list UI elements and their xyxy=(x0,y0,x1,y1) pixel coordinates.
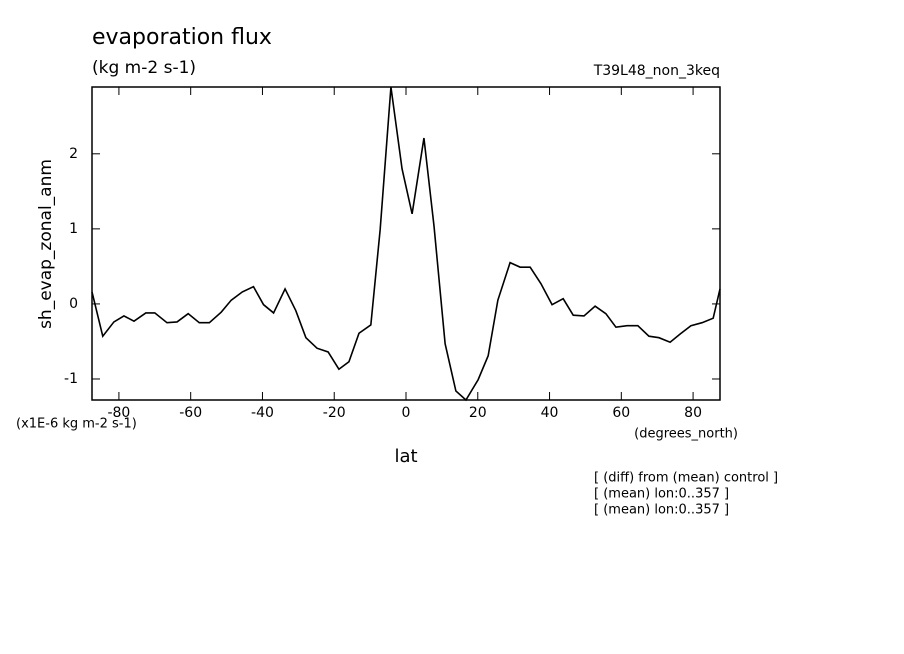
chart-subtitle: (kg m-2 s-1) xyxy=(92,58,196,78)
y-units: (x1E-6 kg m-2 s-1) xyxy=(16,417,137,432)
y-axis-label: sh_evap_zonal_anm xyxy=(36,159,56,329)
x-tick-label: 80 xyxy=(684,405,702,421)
x-tick-label: 60 xyxy=(612,405,630,421)
note: [ (mean) lon:0..357 ] xyxy=(594,487,729,502)
x-tick-label: 0 xyxy=(402,405,411,421)
x-tick-label: 40 xyxy=(541,405,559,421)
run-label: T39L48_non_3keq xyxy=(593,63,720,79)
data-line xyxy=(91,86,721,402)
x-tick-label: -80 xyxy=(107,405,130,421)
x-tick-label: -40 xyxy=(251,405,274,421)
x-tick-label: 20 xyxy=(469,405,487,421)
x-units: (degrees_north) xyxy=(634,427,738,442)
note: [ (diff) from (mean) control ] xyxy=(594,471,778,486)
y-tick-label: 2 xyxy=(69,146,78,162)
x-tick-label: -20 xyxy=(323,405,346,421)
chart-title: evaporation flux xyxy=(92,25,272,50)
x-axis-label: lat xyxy=(394,446,417,467)
x-tick-label: -60 xyxy=(179,405,202,421)
y-tick-label: 0 xyxy=(69,296,78,312)
note: [ (mean) lon:0..357 ] xyxy=(594,503,729,518)
plot-frame xyxy=(91,86,721,401)
y-tick-label: -1 xyxy=(64,371,78,387)
y-tick-label: 1 xyxy=(69,221,78,237)
